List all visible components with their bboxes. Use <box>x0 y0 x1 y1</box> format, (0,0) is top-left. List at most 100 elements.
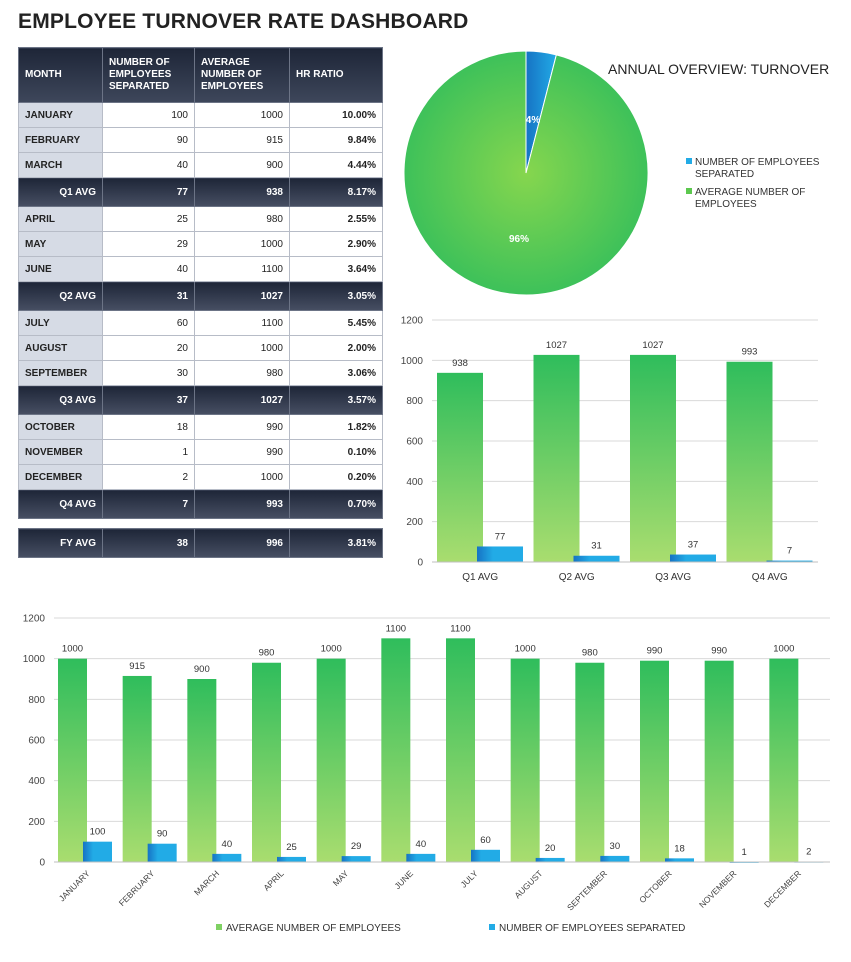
bar-employees-separated <box>147 843 177 862</box>
quarter-avg-average: 938 <box>194 177 290 207</box>
bars <box>437 354 813 562</box>
separated-value: 18 <box>102 414 195 440</box>
quarter-avg-ratio: 0.70% <box>289 489 383 519</box>
separated-value: 1 <box>102 439 195 465</box>
table-row: DECEMBER 2 1000 0.20% <box>18 464 383 490</box>
data-label-separated: 2 <box>806 847 811 858</box>
data-label-separated: 100 <box>90 827 106 838</box>
x-category-label: JUNE <box>392 868 415 891</box>
fy-avg-label: FY AVG <box>18 528 103 558</box>
x-category-label: SEPTEMBER <box>565 868 609 912</box>
data-label-separated: 20 <box>545 843 556 854</box>
table-row: FEBRUARY 90 915 9.84% <box>18 127 383 153</box>
data-label-separated: 37 <box>688 540 699 551</box>
hr-ratio-value: 3.06% <box>289 360 383 386</box>
data-label-average: 980 <box>582 648 598 659</box>
data-label-average: 1100 <box>450 623 470 634</box>
month-name: NOVEMBER <box>18 439 103 465</box>
average-value: 1000 <box>194 335 290 361</box>
separated-value: 40 <box>102 152 195 178</box>
legend-label-separated: NUMBER OF EMPLOYEES SEPARATED <box>499 923 685 934</box>
bar-average-employees <box>726 361 773 562</box>
pie-slice <box>403 50 649 296</box>
bar-average-employees <box>58 658 87 862</box>
legend-swatch-average <box>686 188 692 194</box>
bar-employees-separated <box>665 858 694 862</box>
data-label-separated: 18 <box>674 843 685 854</box>
table-header-row: MONTH NUMBER OF EMPLOYEES SEPARATED AVER… <box>18 47 383 103</box>
separated-value: 90 <box>102 127 195 153</box>
average-value: 990 <box>194 439 290 465</box>
table-row: JULY 60 1100 5.45% <box>18 310 383 336</box>
data-label-average: 1100 <box>386 623 406 634</box>
hr-ratio-table: MONTH NUMBER OF EMPLOYEES SEPARATED AVER… <box>18 47 383 558</box>
x-category-label: NOVEMBER <box>697 868 738 909</box>
bar-employees-separated <box>471 849 500 862</box>
average-value: 1100 <box>194 256 290 282</box>
fy-avg-ratio: 3.81% <box>289 528 383 558</box>
table-row: APRIL 25 980 2.55% <box>18 206 383 232</box>
data-label-average: 993 <box>742 347 758 358</box>
hr-ratio-value: 0.10% <box>289 439 383 465</box>
x-category-label: APRIL <box>261 868 286 893</box>
separated-value: 20 <box>102 335 195 361</box>
pie-slices <box>403 50 649 296</box>
hr-ratio-value: 2.55% <box>289 206 383 232</box>
table-row: MAY 29 1000 2.90% <box>18 231 383 257</box>
x-category-label: Q2 AVG <box>559 572 595 583</box>
quarter-avg-average: 1027 <box>194 385 290 415</box>
table-row: AUGUST 20 1000 2.00% <box>18 335 383 361</box>
hr-ratio-value: 2.00% <box>289 335 383 361</box>
x-category-label: DECEMBER <box>762 868 803 909</box>
y-tick-label: 0 <box>417 558 423 569</box>
bar-employees-separated <box>212 853 242 862</box>
bar-average-employees <box>510 658 540 862</box>
quarter-avg-ratio: 3.57% <box>289 385 383 415</box>
y-tick-label: 400 <box>406 477 423 488</box>
data-label-separated: 31 <box>591 541 602 552</box>
average-value: 1000 <box>194 464 290 490</box>
bar-employees-separated <box>600 855 630 862</box>
table-row: JUNE 40 1100 3.64% <box>18 256 383 282</box>
dashboard-title: EMPLOYEE TURNOVER RATE DASHBOARD <box>18 10 469 33</box>
y-tick-label: 200 <box>28 817 45 828</box>
annual-turnover-pie-chart: 4% 96% ANNUAL OVERVIEW: TURNOVER NUMBER OF … <box>403 50 829 296</box>
bar-employees-separated <box>573 555 620 562</box>
quarter-avg-ratio: 3.05% <box>289 281 383 311</box>
quarter-avg-separated: 77 <box>102 177 195 207</box>
month-name: JANUARY <box>18 102 103 128</box>
pie-title: ANNUAL OVERVIEW: TURNOVER <box>608 61 829 77</box>
bar-average-employees <box>437 372 483 562</box>
average-value: 1100 <box>194 310 290 336</box>
x-category-label: JANUARY <box>57 868 92 903</box>
average-value: 900 <box>194 152 290 178</box>
quarterly-bar-chart: 0 200 400 600 800 1000 1200 938 77 Q1 AVG 1027 31 Q2… <box>401 316 818 583</box>
bar-average-employees <box>575 662 605 862</box>
bar-employees-separated <box>670 554 716 562</box>
x-category-label: MARCH <box>192 868 221 897</box>
bars <box>58 638 824 863</box>
data-label-average: 990 <box>647 646 663 657</box>
data-label-separated: 40 <box>222 839 233 850</box>
bar-average-employees <box>316 658 346 862</box>
header-month: MONTH <box>18 47 103 103</box>
separated-value: 29 <box>102 231 195 257</box>
average-value: 1000 <box>194 231 290 257</box>
data-label-separated: 30 <box>610 841 621 852</box>
data-label-average: 1000 <box>321 644 342 655</box>
table-row: SEPTEMBER 30 980 3.06% <box>18 360 383 386</box>
data-label-average: 1000 <box>773 644 794 655</box>
fy-avg-separated: 38 <box>102 528 195 558</box>
month-name: AUGUST <box>18 335 103 361</box>
pie-label-separated: 4% <box>526 115 541 126</box>
data-label-average: 915 <box>129 661 145 672</box>
y-tick-label: 600 <box>406 437 423 448</box>
pie-legend: NUMBER OF EMPLOYEES SEPARATED AVERAGE NUMB… <box>686 157 820 210</box>
average-value: 990 <box>194 414 290 440</box>
data-label-separated: 25 <box>286 842 297 853</box>
hr-ratio-value: 1.82% <box>289 414 383 440</box>
x-category-label: Q1 AVG <box>462 572 498 583</box>
y-tick-label: 1200 <box>401 316 424 327</box>
separated-value: 100 <box>102 102 195 128</box>
hr-ratio-value: 5.45% <box>289 310 383 336</box>
